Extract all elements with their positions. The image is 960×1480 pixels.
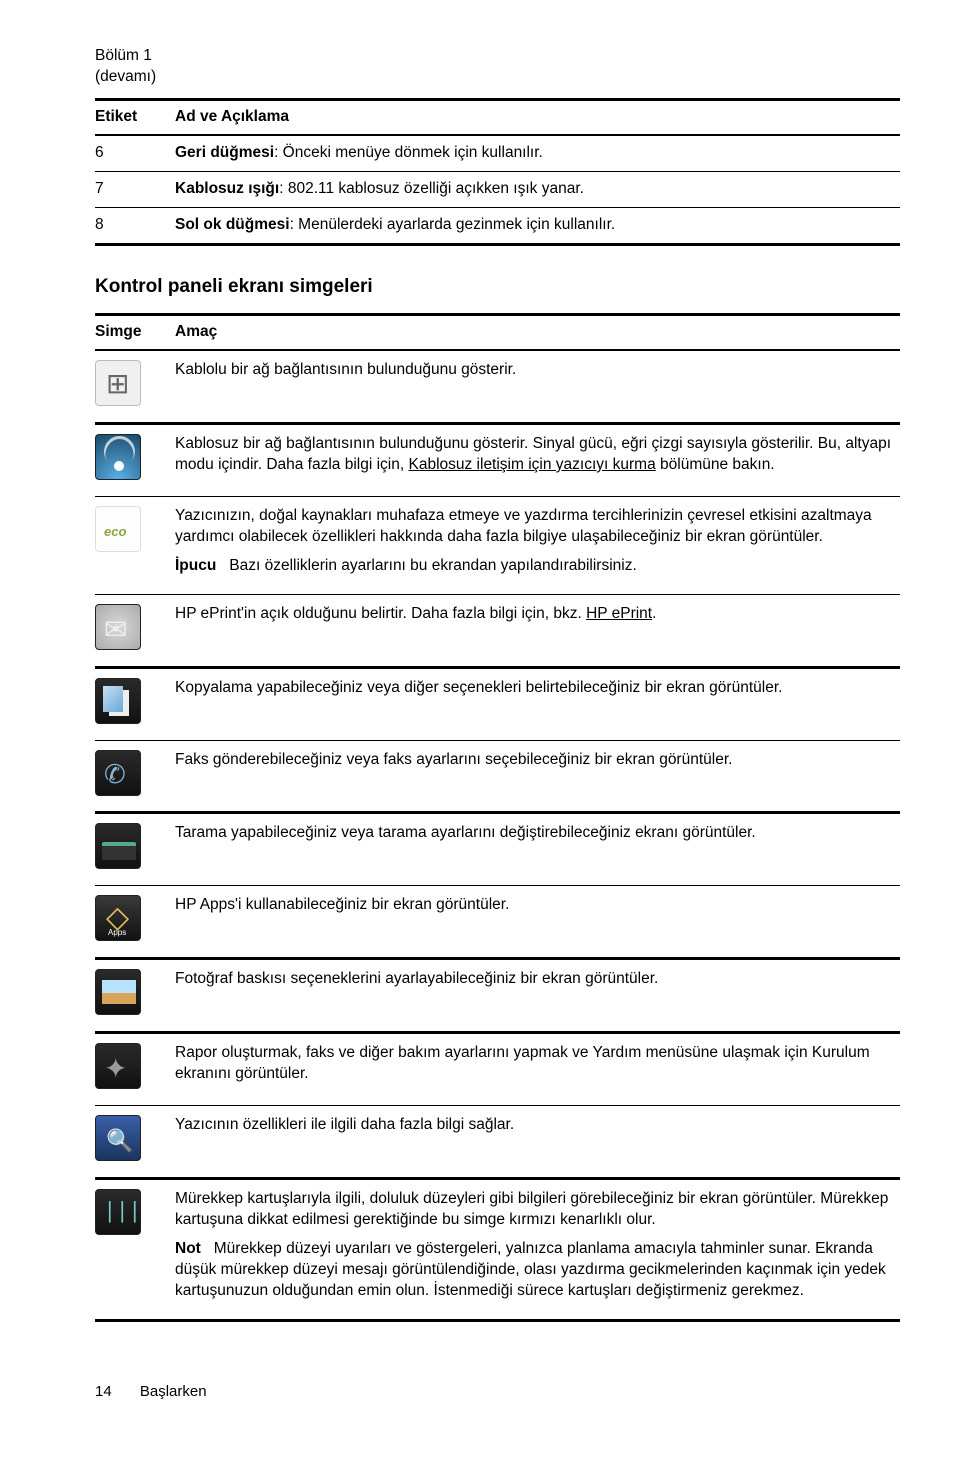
row-num: 6 xyxy=(95,135,175,171)
ink-p1: Mürekkep kartuşlarıyla ilgili, doluluk d… xyxy=(175,1189,896,1231)
wireless-link[interactable]: Kablosuz iletişim için yazıcıyı kurma xyxy=(408,456,655,473)
row-desc: Kablosuz ışığı: 802.11 kablosuz özelliği… xyxy=(175,171,900,207)
footer-title: Başlarken xyxy=(140,1383,207,1400)
eco-p1: Yazıcınızın, doğal kaynakları muhafaza e… xyxy=(175,506,896,548)
col-header-amac: Amaç xyxy=(175,315,900,350)
col-header-simge: Simge xyxy=(95,315,175,350)
row-num: 7 xyxy=(95,171,175,207)
page-footer: 14 Başlarken xyxy=(95,1382,900,1402)
icon-row-apps: HP Apps'i kullanabileceğiniz bir ekran g… xyxy=(95,886,900,959)
icon-row-fax: Faks gönderebileceğiniz veya faks ayarla… xyxy=(95,740,900,813)
row-desc: Geri düğmesi: Önceki menüye dönmek için … xyxy=(175,135,900,171)
eco-icon xyxy=(95,506,141,552)
icons-heading: Kontrol paneli ekranı simgeleri xyxy=(95,274,900,300)
row-rest: : Menülerdeki ayarlarda gezinmek için ku… xyxy=(290,216,616,233)
row-bold: Sol ok düğmesi xyxy=(175,216,290,233)
ink-desc: Mürekkep kartuşlarıyla ilgili, doluluk d… xyxy=(175,1179,900,1321)
eco-tip-bold: İpucu xyxy=(175,557,216,574)
copy-desc: Kopyalama yapabileceğiniz veya diğer seç… xyxy=(175,678,896,699)
eco-desc: Yazıcınızın, doğal kaynakları muhafaza e… xyxy=(175,496,900,594)
chapter-text: Bölüm 1 xyxy=(95,47,152,64)
eprint-link[interactable]: HP ePrint xyxy=(586,605,652,622)
wired-desc: Kablolu bir ağ bağlantısının bulunduğunu… xyxy=(175,350,900,423)
icon-row-photo: Fotoğraf baskısı seçeneklerini ayarlayab… xyxy=(95,959,900,1033)
eprint-a: HP ePrint'in açık olduğunu belirtir. Dah… xyxy=(175,605,586,622)
wired-network-icon xyxy=(95,360,141,406)
row-bold: Geri düğmesi xyxy=(175,144,274,161)
eprint-b: . xyxy=(652,605,656,622)
wireless-icon xyxy=(95,434,141,480)
table-row: 8 Sol ok düğmesi: Menülerdeki ayarlarda … xyxy=(95,207,900,244)
icons-table: Simge Amaç Kablolu bir ağ bağlantısının … xyxy=(95,313,900,1322)
fax-icon xyxy=(95,750,141,796)
row-bold: Kablosuz ışığı xyxy=(175,180,279,197)
row-rest: : Önceki menüye dönmek için kullanılır. xyxy=(274,144,543,161)
table-row: 7 Kablosuz ışığı: 802.11 kablosuz özelli… xyxy=(95,171,900,207)
row-num: 8 xyxy=(95,207,175,244)
row-rest: : 802.11 kablosuz özelliği açıkken ışık … xyxy=(279,180,584,197)
icon-row-scan: Tarama yapabileceğiniz veya tarama ayarl… xyxy=(95,813,900,886)
help-desc: Yazıcının özellikleri ile ilgili daha fa… xyxy=(175,1115,896,1136)
icon-row-wireless: Kablosuz bir ağ bağlantısının bulunduğun… xyxy=(95,424,900,497)
chapter-label: Bölüm 1 (devamı) xyxy=(95,46,900,88)
controls-table: Etiket Ad ve Açıklama 6 Geri düğmesi: Ön… xyxy=(95,98,900,246)
ink-icon xyxy=(95,1189,141,1235)
page-number: 14 xyxy=(95,1383,112,1400)
copy-icon xyxy=(95,678,141,724)
icon-row-eprint: HP ePrint'in açık olduğunu belirtir. Dah… xyxy=(95,594,900,667)
icon-row-help: Yazıcının özellikleri ile ilgili daha fa… xyxy=(95,1106,900,1179)
icon-row-ink: Mürekkep kartuşlarıyla ilgili, doluluk d… xyxy=(95,1179,900,1321)
table-row: 6 Geri düğmesi: Önceki menüye dönmek içi… xyxy=(95,135,900,171)
ink-note-rest: Mürekkep düzeyi uyarıları ve göstergeler… xyxy=(175,1240,886,1299)
photo-desc: Fotoğraf baskısı seçeneklerini ayarlayab… xyxy=(175,969,896,990)
scan-desc: Tarama yapabileceğiniz veya tarama ayarl… xyxy=(175,823,896,844)
row-desc: Sol ok düğmesi: Menülerdeki ayarlarda ge… xyxy=(175,207,900,244)
eprint-icon xyxy=(95,604,141,650)
eco-tip-rest: Bazı özelliklerin ayarlarını bu ekrandan… xyxy=(229,557,637,574)
apps-icon xyxy=(95,895,141,941)
col-header-etiket: Etiket xyxy=(95,99,175,134)
icon-row-copy: Kopyalama yapabileceğiniz veya diğer seç… xyxy=(95,667,900,740)
help-icon xyxy=(95,1115,141,1161)
icon-row-eco: Yazıcınızın, doğal kaynakları muhafaza e… xyxy=(95,496,900,594)
continued-text: (devamı) xyxy=(95,68,156,85)
photo-icon xyxy=(95,969,141,1015)
setup-icon xyxy=(95,1043,141,1089)
wireless-text-b: bölümüne bakın. xyxy=(656,456,775,473)
icon-row-wired: Kablolu bir ağ bağlantısının bulunduğunu… xyxy=(95,350,900,423)
ink-note-bold: Not xyxy=(175,1240,201,1257)
fax-desc: Faks gönderebileceğiniz veya faks ayarla… xyxy=(175,750,896,771)
scan-icon xyxy=(95,823,141,869)
col-header-desc: Ad ve Açıklama xyxy=(175,99,900,134)
eprint-desc: HP ePrint'in açık olduğunu belirtir. Dah… xyxy=(175,594,900,667)
icon-row-setup: Rapor oluşturmak, faks ve diğer bakım ay… xyxy=(95,1033,900,1106)
setup-desc: Rapor oluşturmak, faks ve diğer bakım ay… xyxy=(175,1043,896,1085)
apps-desc: HP Apps'i kullanabileceğiniz bir ekran g… xyxy=(175,895,896,916)
wireless-desc: Kablosuz bir ağ bağlantısının bulunduğun… xyxy=(175,424,900,497)
